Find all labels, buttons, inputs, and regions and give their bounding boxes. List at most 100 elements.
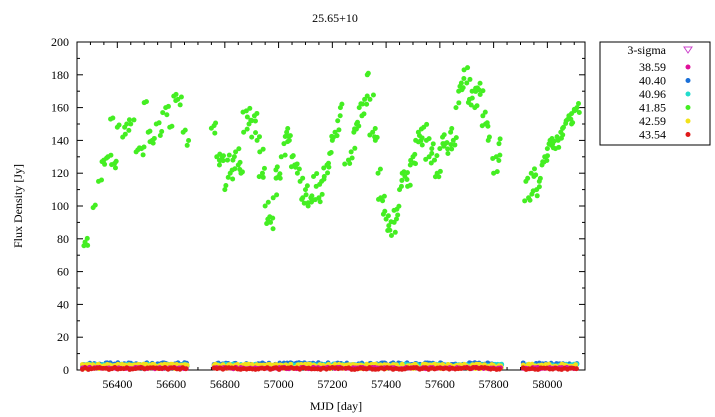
data-point-main	[387, 227, 393, 233]
data-point-main	[415, 139, 421, 145]
data-point-main	[226, 152, 232, 158]
data-point-main	[441, 132, 447, 138]
data-point-main	[296, 166, 302, 172]
data-point-main	[429, 150, 435, 156]
data-point-main	[348, 149, 354, 155]
data-point-main	[232, 166, 238, 172]
data-point-main	[278, 154, 284, 160]
legend-label: 43.54	[639, 128, 666, 142]
data-point-main	[360, 101, 366, 107]
data-point-main	[337, 113, 343, 119]
data-point-main	[380, 198, 386, 204]
x-axis-label: MJD [day]	[310, 399, 362, 413]
data-point-main	[216, 162, 222, 168]
data-point-main	[277, 175, 283, 181]
data-point-main	[249, 134, 255, 140]
data-point-main	[445, 146, 451, 152]
data-point-main	[301, 200, 307, 206]
data-point-main	[391, 207, 397, 213]
data-point-main	[177, 102, 183, 108]
data-point-main	[540, 159, 546, 165]
legend-label: 42.59	[639, 114, 666, 128]
data-point-main	[216, 157, 222, 163]
data-point-main	[412, 151, 418, 157]
data-point-main	[233, 149, 239, 155]
legend-marker-icon	[685, 118, 691, 124]
y-tick-label: 80	[57, 232, 69, 246]
data-point-main	[317, 199, 323, 205]
data-point-main	[382, 208, 388, 214]
data-point-main	[81, 243, 87, 249]
data-point-main	[268, 219, 274, 225]
data-point-main	[220, 153, 226, 159]
data-point-main	[281, 141, 287, 147]
data-point-main	[122, 124, 128, 130]
data-point-main	[247, 105, 253, 111]
data-point-main	[356, 123, 362, 129]
data-point-main	[110, 115, 116, 121]
data-point-main	[342, 161, 348, 167]
data-point-main	[404, 170, 410, 176]
data-point-main	[84, 235, 90, 241]
x-tick-label: 57400	[371, 377, 401, 391]
x-tick-label: 57200	[317, 377, 347, 391]
data-point-main	[419, 142, 425, 148]
legend-label: 40.40	[639, 74, 666, 88]
y-tick-label: 60	[57, 265, 69, 279]
data-point-main	[339, 101, 345, 107]
data-point-main	[497, 136, 503, 142]
data-point-main	[260, 174, 266, 180]
data-point-main	[527, 197, 533, 203]
x-tick-label: 57600	[425, 377, 455, 391]
data-point-main	[545, 153, 551, 159]
data-point-main	[407, 182, 413, 188]
data-point-main	[256, 134, 262, 140]
data-point-main	[522, 198, 528, 204]
data-point-main	[396, 203, 402, 209]
data-point-main	[116, 122, 122, 128]
data-point-main	[375, 170, 381, 176]
data-point-main	[126, 117, 132, 123]
data-point-main	[461, 76, 467, 82]
data-point-main	[468, 102, 474, 108]
data-point-main	[494, 169, 500, 175]
data-point-main	[253, 130, 259, 136]
data-point-main	[456, 100, 462, 106]
data-point-main	[277, 171, 283, 177]
data-point-main	[392, 229, 398, 235]
data-point-main	[453, 105, 459, 111]
data-point-main	[254, 137, 260, 143]
data-point-main	[131, 117, 137, 123]
data-point-main	[453, 135, 459, 141]
data-point-main	[321, 165, 327, 171]
data-point-main	[239, 169, 245, 175]
data-point-main	[305, 200, 311, 206]
data-point-main	[452, 142, 458, 148]
data-point-main	[388, 233, 394, 239]
data-point-main	[178, 94, 184, 100]
legend-marker-icon	[685, 78, 691, 83]
data-point-main	[151, 135, 157, 141]
data-point-main	[282, 152, 288, 158]
data-point-main	[164, 112, 170, 118]
legend-label: 40.96	[639, 87, 666, 101]
data-point-main	[264, 221, 270, 227]
data-point-main	[448, 142, 454, 148]
data-point-main	[309, 193, 315, 199]
data-point-main	[302, 187, 308, 193]
data-point-main	[208, 125, 214, 131]
legend-label: 41.85	[639, 101, 666, 115]
data-point-main	[423, 156, 429, 162]
data-point-main	[265, 199, 271, 205]
x-tick-label: 58000	[532, 377, 562, 391]
data-point-main	[386, 223, 392, 229]
data-point-main	[490, 155, 496, 161]
y-tick-label: 160	[51, 101, 69, 115]
y-tick-label: 40	[57, 297, 69, 311]
legend-marker-icon	[685, 64, 691, 70]
data-point-main	[356, 105, 362, 111]
data-point-main	[112, 165, 118, 171]
data-point-main	[290, 153, 296, 159]
data-point-main	[477, 80, 483, 86]
